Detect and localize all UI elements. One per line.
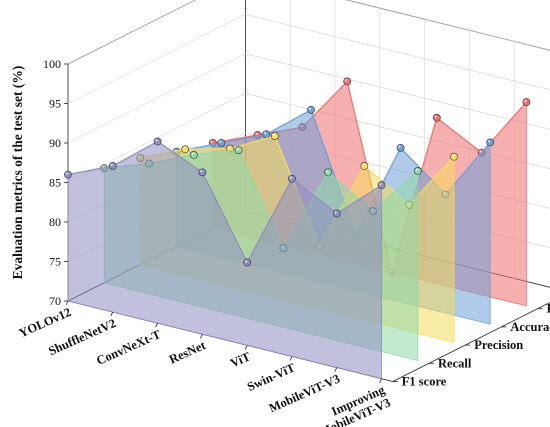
frame-edge — [67, 0, 197, 65]
data-point-highlight — [183, 147, 186, 150]
y-tick-label: 70 — [49, 294, 61, 308]
data-point — [377, 181, 386, 190]
category-label: Swin-ViT — [245, 360, 298, 394]
data-point-highlight — [255, 132, 258, 136]
series-label: Precision — [474, 338, 523, 352]
data-point-highlight — [227, 146, 230, 149]
series-label: F1 score — [402, 374, 447, 388]
data-point — [522, 98, 531, 106]
data-point-highlight — [110, 163, 113, 166]
category-label: ResNet — [167, 338, 208, 367]
data-point — [396, 143, 405, 152]
data-point-highlight — [362, 163, 365, 167]
x-tick-mark — [200, 334, 203, 339]
data-point-highlight — [289, 176, 292, 179]
data-point — [189, 150, 198, 159]
y-axis-title: Evaluation metrics of the test set (%) — [10, 66, 25, 280]
data-point-highlight — [219, 140, 222, 143]
data-point — [432, 113, 441, 122]
data-point — [181, 145, 190, 154]
data-point-highlight — [415, 168, 418, 171]
data-point — [64, 170, 72, 179]
data-point-highlight — [524, 99, 527, 103]
data-point-highlight — [308, 107, 311, 110]
data-point — [217, 139, 226, 147]
data-point-highlight — [479, 150, 482, 153]
x-tick-mark — [289, 356, 293, 361]
data-point — [270, 132, 279, 140]
data-point — [243, 258, 252, 267]
data-point — [307, 105, 315, 114]
data-point — [288, 174, 296, 183]
frame-edge — [345, 0, 550, 51]
series-label: Accuracy — [510, 320, 550, 334]
y-tick-label: 75 — [49, 255, 61, 269]
data-point — [234, 146, 243, 155]
x-tick-mark — [110, 311, 114, 317]
grid-line — [345, 0, 550, 51]
data-point — [332, 209, 341, 218]
x-tick-mark — [379, 378, 382, 383]
y-tick-label: 90 — [49, 136, 61, 150]
data-point-highlight — [272, 133, 275, 136]
series-line — [67, 140, 382, 264]
data-point-highlight — [155, 139, 158, 142]
category-label: ViT — [228, 349, 253, 370]
data-point — [324, 168, 333, 177]
y-tick-label: 100 — [43, 57, 61, 71]
category-label-line: Swin-ViT — [245, 360, 298, 394]
data-point-highlight — [345, 79, 348, 82]
data-point — [198, 168, 207, 177]
data-point — [360, 162, 369, 170]
data-point-highlight — [451, 154, 454, 157]
data-point — [450, 152, 458, 161]
data-point-highlight — [398, 145, 401, 148]
data-point-highlight — [264, 132, 267, 135]
category-label: YOLOv12 — [17, 305, 73, 340]
data-point-highlight — [65, 172, 68, 175]
data-point-highlight — [210, 140, 213, 143]
x-tick-mark — [334, 367, 338, 372]
data-point-highlight — [326, 170, 329, 173]
category-label-line: ViT — [228, 349, 253, 370]
x-tick-mark — [155, 323, 158, 328]
data-point — [413, 166, 422, 175]
y-tick-label: 95 — [49, 97, 61, 111]
category-label-line: ResNet — [167, 338, 208, 367]
series-label: Kappa coefficient — [547, 302, 550, 316]
grid-line — [67, 53, 246, 144]
data-point-highlight — [334, 211, 337, 214]
data-point — [153, 137, 162, 146]
data-point — [262, 130, 271, 139]
grid-line — [245, 14, 550, 91]
x-tick-mark — [65, 300, 69, 306]
data-point-highlight — [434, 115, 437, 118]
data-point-highlight — [379, 182, 382, 186]
data-point-highlight — [200, 170, 203, 173]
data-point-highlight — [236, 148, 239, 151]
y-tick-label: 80 — [49, 215, 61, 229]
grid-line — [67, 0, 196, 65]
y-tick-label: 85 — [49, 176, 61, 190]
series-f1-score — [64, 137, 386, 380]
data-point-highlight — [245, 260, 248, 263]
data-point-highlight — [488, 140, 491, 143]
data-point — [108, 162, 117, 170]
series-label: Recall — [438, 356, 472, 370]
data-point-highlight — [191, 152, 194, 155]
data-point — [343, 77, 352, 86]
frame-edge — [392, 301, 550, 382]
data-point — [486, 138, 495, 147]
x-tick-mark — [244, 345, 248, 350]
grid-line — [67, 14, 246, 104]
category-label-line: YOLOv12 — [17, 305, 73, 340]
